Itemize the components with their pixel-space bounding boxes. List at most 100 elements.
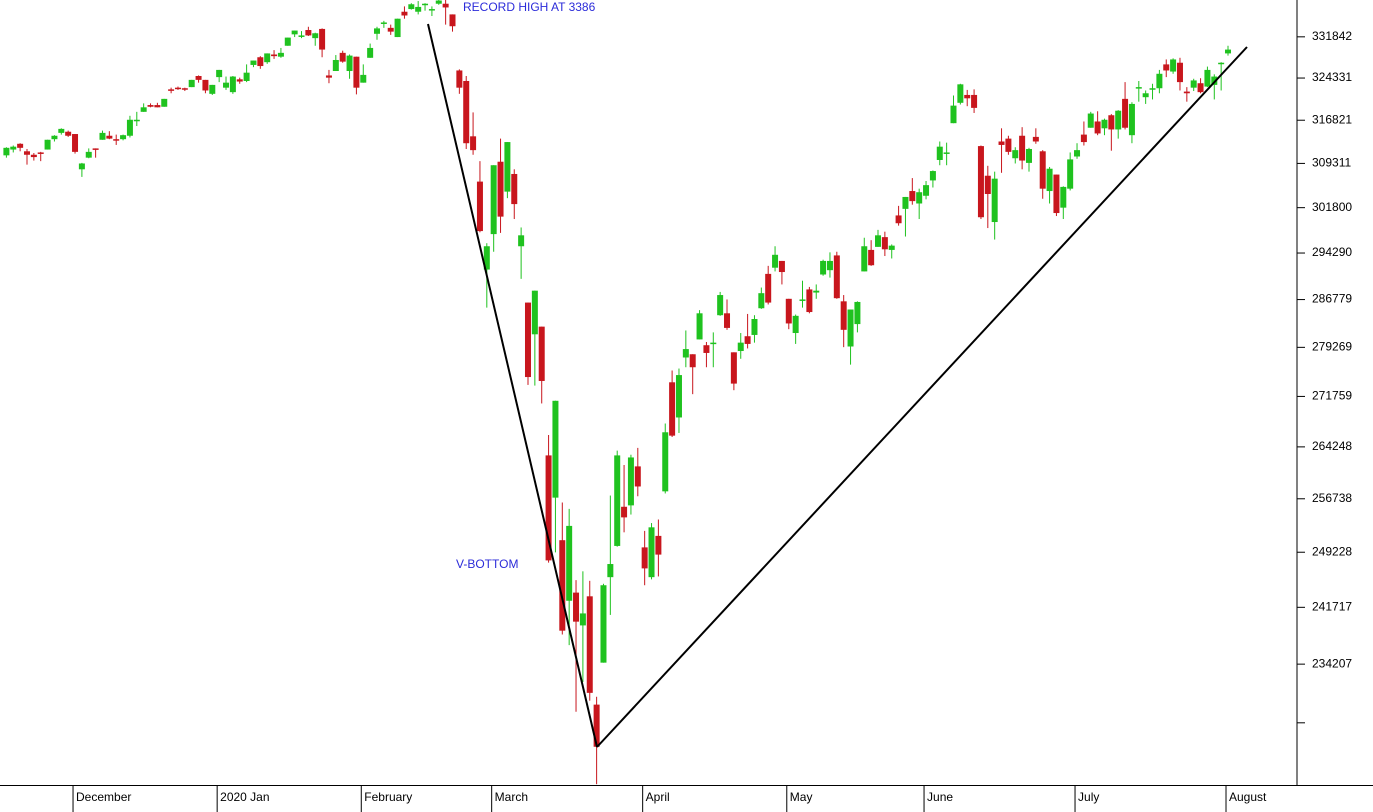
candle-body	[483, 246, 490, 270]
candle-body	[339, 52, 346, 62]
candle-body	[600, 585, 607, 663]
candle-body	[929, 171, 936, 181]
candle-body	[730, 352, 737, 384]
candle-body	[943, 152, 950, 154]
candle-body	[614, 455, 621, 546]
y-tick-label: 286779	[1312, 292, 1352, 306]
candle-body	[1005, 138, 1012, 152]
candle-body	[689, 354, 696, 368]
candle-body	[895, 215, 902, 224]
candle-body	[209, 84, 216, 94]
candle-body	[1012, 150, 1019, 159]
candle-body	[1128, 103, 1135, 136]
candle-body	[538, 326, 545, 381]
candle-body	[415, 6, 422, 12]
candle-body	[168, 89, 175, 91]
candle-body	[1115, 110, 1122, 130]
y-tick-label: 279269	[1312, 340, 1352, 354]
candle-body	[394, 18, 401, 38]
candle-body	[881, 237, 888, 250]
candle-body	[792, 315, 799, 334]
candle-body	[490, 165, 497, 235]
candle-body	[1025, 148, 1032, 163]
trend-line-down	[427, 23, 598, 748]
candle-body	[312, 33, 319, 39]
candle-body	[662, 432, 669, 492]
candle-body	[1074, 150, 1081, 157]
candle-body	[1135, 87, 1142, 89]
candle-body	[1218, 62, 1225, 65]
candle-body	[1176, 62, 1183, 83]
x-tick-label: February	[364, 790, 412, 804]
candle-body	[559, 540, 566, 631]
candle-body	[264, 53, 271, 63]
candle-body	[1067, 159, 1074, 189]
candle-body	[703, 345, 710, 353]
candle-body	[456, 70, 463, 88]
candle-body	[696, 313, 703, 340]
candle-body	[820, 260, 827, 275]
candle-body	[627, 457, 634, 506]
candle-body	[1183, 91, 1190, 94]
candle-body	[3, 147, 10, 156]
candle-body	[174, 87, 181, 90]
trend-line-up	[596, 46, 1248, 748]
candle-body	[442, 3, 449, 8]
candle-body	[161, 98, 168, 107]
candle-body	[840, 301, 847, 330]
annotation-v-bottom: V-BOTTOM	[456, 557, 518, 571]
candle-body	[23, 151, 30, 155]
candle-body	[387, 27, 394, 32]
candle-body	[854, 301, 861, 325]
candle-body	[44, 139, 51, 150]
candle-body	[964, 94, 971, 99]
candle-body	[1190, 80, 1197, 88]
candle-body	[984, 175, 991, 194]
candle-body	[401, 11, 408, 16]
candle-body	[470, 136, 477, 151]
candle-body	[257, 57, 264, 67]
candle-body	[682, 349, 689, 358]
y-tick-label: 271759	[1312, 389, 1352, 403]
candle-body	[813, 290, 820, 293]
annotation-record-high: RECORD HIGH AT 3386	[463, 0, 596, 14]
candle-body	[195, 75, 202, 80]
candle-body	[140, 107, 147, 112]
candle-body	[325, 75, 332, 78]
candle-body	[346, 55, 353, 72]
candle-body	[271, 54, 278, 57]
candle-body	[1094, 121, 1101, 134]
candle-body	[1142, 93, 1149, 98]
candle-body	[277, 52, 284, 57]
candle-body	[497, 161, 504, 217]
candle-body	[552, 400, 559, 498]
candle-body	[977, 146, 984, 218]
candle-body	[428, 9, 435, 11]
candle-body	[607, 564, 614, 578]
candle-body	[298, 35, 305, 37]
candle-body	[765, 273, 772, 303]
candle-body	[655, 535, 662, 555]
candle-body	[78, 163, 85, 170]
candle-body	[113, 139, 120, 141]
candle-body	[250, 60, 257, 65]
candle-body	[916, 192, 923, 204]
candle-body	[751, 319, 758, 335]
candle-body	[888, 245, 895, 250]
candle-body	[1101, 119, 1108, 129]
y-tick-label: 331842	[1312, 29, 1352, 43]
candle-body	[422, 3, 429, 6]
candle-body	[284, 37, 291, 46]
candle-body	[216, 69, 223, 78]
candle-body	[511, 173, 518, 205]
candle-body	[65, 131, 72, 136]
candle-body	[51, 135, 58, 140]
candle-body	[586, 596, 593, 693]
candle-body	[675, 375, 682, 418]
candle-body	[1163, 64, 1170, 71]
candle-body	[772, 254, 779, 268]
x-tick-label: August	[1229, 790, 1267, 804]
candle-body	[126, 119, 133, 136]
candle-body	[374, 28, 381, 34]
